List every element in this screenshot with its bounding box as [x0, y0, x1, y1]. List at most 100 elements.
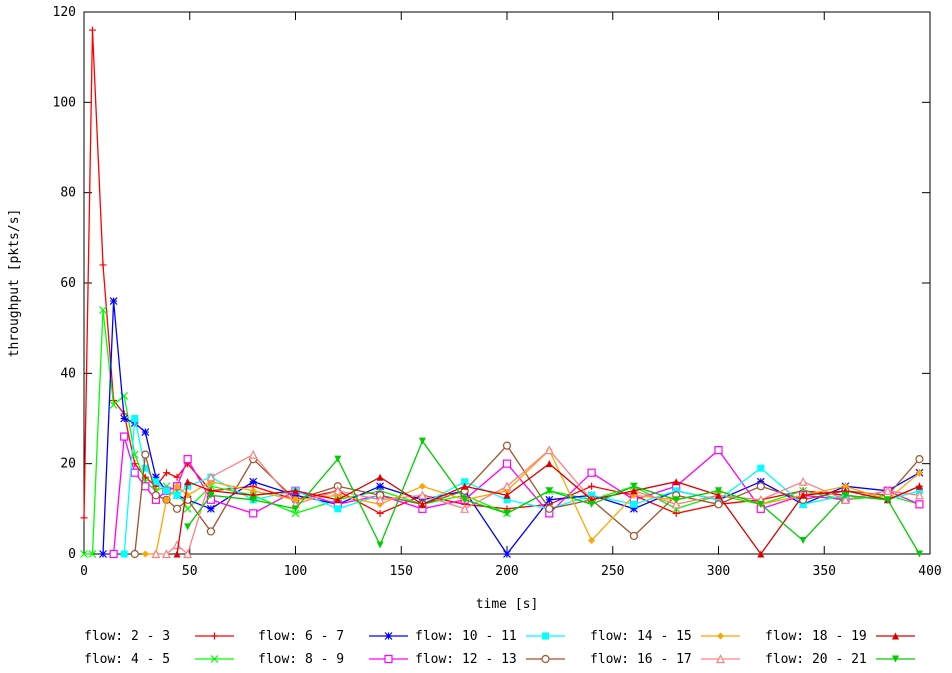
legend-label: flow: 6 - 7 [258, 629, 344, 644]
y-tick-label: 100 [53, 95, 76, 110]
legend-entry: flow: 14 - 15 [590, 629, 740, 644]
data-point [418, 495, 427, 504]
legend-label: flow: 8 - 9 [258, 652, 344, 667]
legend-label: flow: 12 - 13 [415, 652, 517, 667]
x-tick-label: 400 [918, 564, 941, 579]
data-point [914, 490, 924, 500]
data-point [672, 487, 680, 495]
data-point [120, 432, 129, 441]
legend-label: flow: 10 - 11 [415, 629, 517, 644]
data-point [151, 491, 161, 500]
data-point [120, 414, 129, 423]
x-tick-label: 350 [813, 564, 836, 579]
y-axis-ticks: 0 20 40 60 80 100 120 [53, 5, 930, 562]
data-point [80, 550, 88, 558]
data-point [883, 485, 893, 495]
data-point [291, 491, 300, 500]
data-point [756, 477, 765, 486]
data-point [249, 496, 257, 504]
data-point [131, 415, 139, 422]
data-point [334, 455, 342, 463]
data-point [384, 632, 393, 640]
data-point [756, 482, 765, 491]
data-point [375, 494, 385, 504]
data-point [884, 496, 892, 504]
data-point [130, 549, 139, 559]
series-layer [80, 26, 924, 559]
data-point [109, 401, 118, 409]
series-line [155, 449, 920, 556]
data-point [334, 496, 342, 504]
legend-label: flow: 16 - 17 [590, 652, 692, 667]
data-point [162, 549, 171, 559]
data-point [141, 450, 150, 459]
data-point [291, 509, 300, 518]
data-point [183, 549, 193, 559]
data-point [892, 632, 899, 640]
data-point [542, 632, 549, 640]
data-point [757, 550, 765, 558]
legend-label: flow: 18 - 19 [765, 629, 867, 644]
data-point [503, 496, 511, 504]
data-point [162, 496, 170, 504]
x-tick-label: 200 [495, 564, 518, 579]
data-point [418, 437, 426, 445]
data-point [376, 473, 384, 481]
data-point [588, 482, 596, 490]
data-point [541, 654, 550, 664]
y-tick-label: 20 [60, 457, 76, 472]
data-point [249, 487, 257, 495]
data-point [629, 531, 639, 541]
y-tick-label: 80 [60, 186, 76, 201]
data-point [630, 500, 638, 508]
data-point [141, 550, 149, 558]
data-point [672, 509, 680, 517]
data-point [173, 491, 181, 499]
data-point [502, 441, 512, 450]
data-point [206, 504, 215, 513]
data-point [248, 449, 258, 459]
legend-label: flow: 20 - 21 [765, 652, 867, 667]
x-tick-label: 250 [601, 564, 624, 579]
data-point [915, 500, 924, 509]
data-point [714, 500, 723, 509]
data-point [798, 476, 808, 486]
x-tick-label: 300 [707, 564, 730, 579]
data-point [249, 509, 258, 518]
data-point [210, 655, 219, 663]
legend-label: flow: 2 - 3 [84, 629, 170, 644]
x-tick-label: 100 [284, 564, 307, 579]
data-point [141, 482, 150, 491]
data-point [630, 482, 638, 490]
data-point [292, 487, 299, 495]
data-point [588, 536, 596, 544]
data-point [716, 654, 725, 664]
data-point [184, 523, 192, 531]
data-point [630, 487, 638, 495]
legend-entry: flow: 18 - 19 [765, 629, 915, 644]
data-point [80, 514, 88, 522]
data-point [206, 472, 216, 482]
data-point [333, 485, 343, 495]
data-point [915, 455, 924, 464]
data-point [418, 500, 426, 508]
data-point [757, 464, 765, 472]
data-point [588, 500, 596, 508]
data-point [99, 550, 107, 558]
legend: flow: 2 - 3 flow: 4 - 5 flow: 6 - 7 flow: 8… [84, 629, 915, 667]
data-point [714, 446, 723, 455]
data-point [334, 505, 342, 513]
data-point [162, 469, 170, 477]
legend-entry: flow: 6 - 7 [258, 629, 408, 644]
data-point [799, 536, 807, 544]
data-point [841, 482, 849, 490]
data-point [717, 632, 724, 640]
x-tick-label: 150 [390, 564, 413, 579]
data-point [151, 473, 160, 482]
data-point [120, 550, 128, 558]
y-tick-label: 40 [60, 366, 76, 381]
data-point [840, 494, 850, 504]
data-point [151, 549, 161, 559]
data-point [715, 496, 722, 504]
